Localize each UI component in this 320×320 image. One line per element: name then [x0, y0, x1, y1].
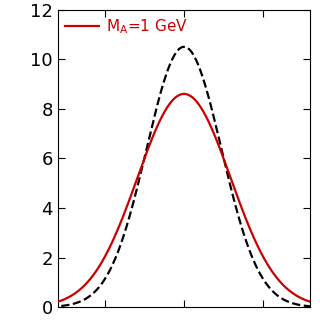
M$_{\rm A}$=1 GeV: [276, 278, 280, 282]
M$_{\rm A}$=1 GeV: [163, 109, 167, 113]
Line: M$_{\rm A}$=1 GeV: M$_{\rm A}$=1 GeV: [26, 94, 320, 307]
M$_{\rm A}$=1 GeV: [271, 270, 275, 274]
M$_{\rm A}$=1 GeV: [182, 92, 186, 96]
M$_{\rm A}$=1 GeV: [24, 305, 28, 308]
M$_{\rm A}$=1 GeV: [56, 300, 60, 303]
M$_{\rm A}$=1 GeV: [152, 132, 156, 136]
Legend: M$_{\rm A}$=1 GeV: M$_{\rm A}$=1 GeV: [62, 14, 191, 39]
M$_{\rm A}$=1 GeV: [241, 210, 245, 214]
